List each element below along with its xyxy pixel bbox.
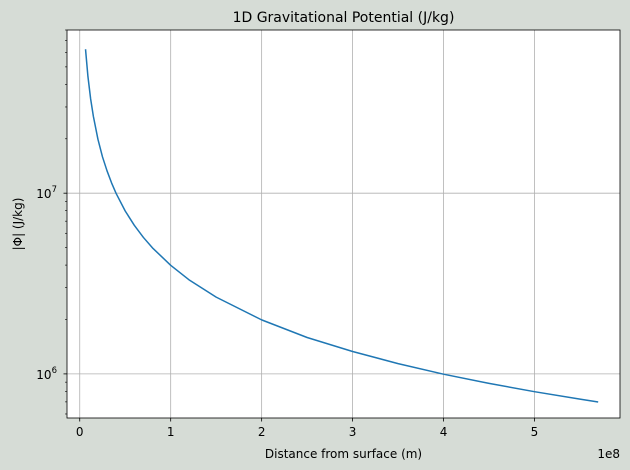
y-tick-label: 107 [36, 185, 57, 201]
y-tick-label-base: 10 [36, 187, 51, 201]
x-tick-label: 4 [440, 425, 448, 439]
y-tick-label-base: 10 [36, 368, 51, 382]
x-tick-label: 0 [76, 425, 84, 439]
y-tick-label: 106 [36, 366, 57, 382]
plot-area [67, 30, 620, 418]
x-tick-label: 5 [531, 425, 539, 439]
series-line [84, 49, 599, 403]
y-tick-label-exponent: 7 [52, 185, 57, 195]
x-tick-label: 1 [167, 425, 175, 439]
x-axis-label: Distance from surface (m) [265, 447, 422, 461]
y-tick-label-exponent: 6 [52, 366, 57, 376]
y-axis-label: |Φ| (J/kg) [11, 198, 25, 251]
x-axis-offset-label: 1e8 [597, 447, 620, 461]
x-tick-label: 3 [349, 425, 357, 439]
x-tick-label: 2 [258, 425, 266, 439]
chart-title: 1D Gravitational Potential (J/kg) [233, 10, 455, 26]
plot-frame [66, 29, 621, 419]
series-group [84, 49, 599, 403]
grid [67, 30, 620, 418]
